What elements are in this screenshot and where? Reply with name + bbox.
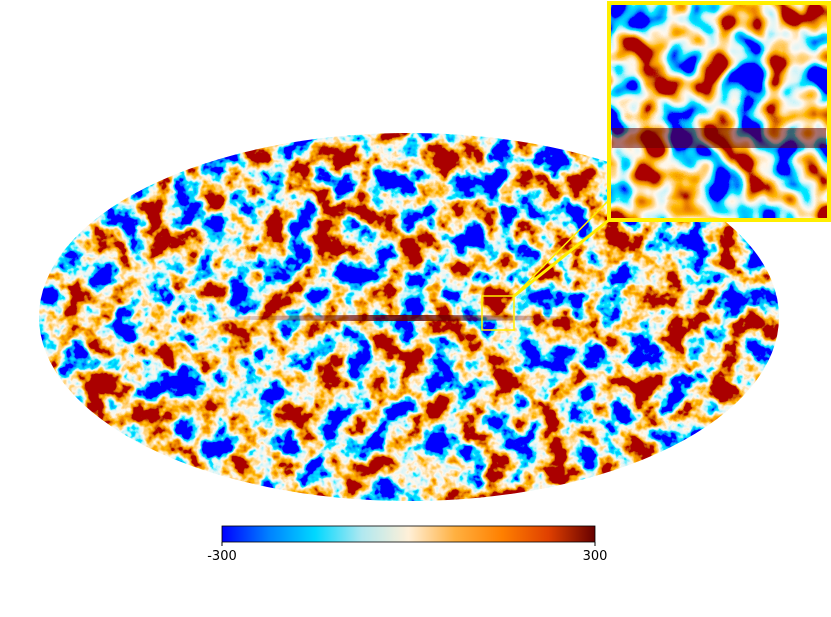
inset-frame — [607, 1, 831, 222]
zoom-region — [481, 295, 515, 331]
inset-plane — [612, 128, 826, 148]
zoom-inset — [607, 1, 831, 222]
colorbar-tick-label: 300 — [583, 549, 608, 564]
inset-texture — [609, 3, 829, 220]
colorbar: -300 300 — [207, 525, 608, 564]
galactic-plane — [210, 315, 590, 321]
zoom-connector — [513, 199, 610, 297]
zoom-connector — [513, 218, 610, 298]
colorbar-gradient — [221, 525, 596, 543]
colorbar-tick-label: -300 — [207, 549, 237, 564]
